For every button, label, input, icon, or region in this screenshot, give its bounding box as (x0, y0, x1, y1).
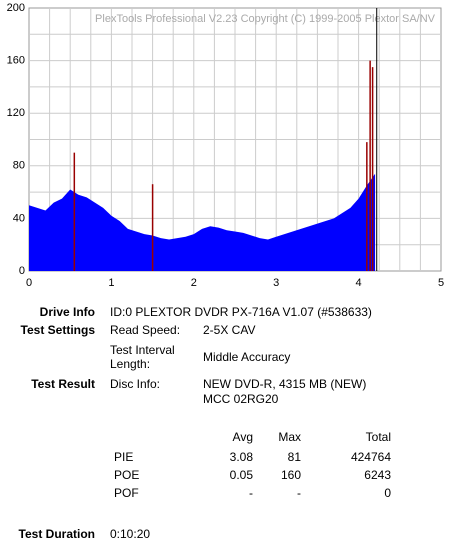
watermark: PlexTools Professional V2.23 Copyright (… (95, 13, 436, 25)
y-tick-label: 80 (13, 160, 25, 172)
y-tick-label: 0 (19, 265, 25, 277)
y-tick-label: 160 (7, 55, 25, 67)
label: Disc Info: (110, 377, 161, 391)
table-cell: - (249, 486, 253, 500)
value: 0:10:20 (110, 527, 151, 541)
x-tick-label: 4 (356, 277, 362, 289)
table-cell: 0 (384, 486, 391, 500)
table-cell: Avg (232, 430, 253, 444)
area (29, 173, 376, 271)
label: Drive Info (39, 305, 95, 319)
table-cell: 0.05 (229, 468, 253, 482)
table-cell: 160 (280, 468, 301, 482)
y-tick-label: 120 (7, 107, 25, 119)
table-cell: POF (114, 486, 139, 500)
value: ID:0 PLEXTOR DVDR PX-716A V1.07 (#538633… (110, 305, 372, 319)
table-cell: POE (114, 468, 140, 482)
label: Test Duration (18, 527, 95, 541)
label: Test Result (31, 377, 95, 391)
table-cell: 81 (287, 450, 301, 464)
table-cell: Max (278, 430, 301, 444)
x-tick-label: 0 (26, 277, 32, 289)
y-tick-label: 40 (13, 212, 25, 224)
value: Middle Accuracy (203, 350, 291, 364)
table-cell: Total (365, 430, 391, 444)
x-tick-label: 3 (273, 277, 279, 289)
table-cell: 6243 (364, 468, 391, 482)
value: NEW DVD-R, 4315 MB (NEW) (203, 377, 367, 391)
label: Test Interval Length: (110, 343, 175, 371)
label: Read Speed: (110, 323, 181, 337)
table-cell: - (297, 486, 301, 500)
label: Test Settings (20, 323, 95, 337)
x-tick-label: 2 (191, 277, 197, 289)
table-cell: 3.08 (229, 450, 253, 464)
x-tick-label: 5 (438, 277, 444, 289)
x-tick-label: 1 (108, 277, 114, 289)
chart: PlexTools Professional V2.23 Copyright (… (7, 2, 444, 289)
value: 2-5X CAV (203, 323, 256, 337)
table-cell: 424764 (350, 450, 391, 464)
y-tick-label: 200 (7, 2, 25, 14)
value: MCC 02RG20 (203, 392, 279, 406)
table-cell: PIE (114, 450, 134, 464)
